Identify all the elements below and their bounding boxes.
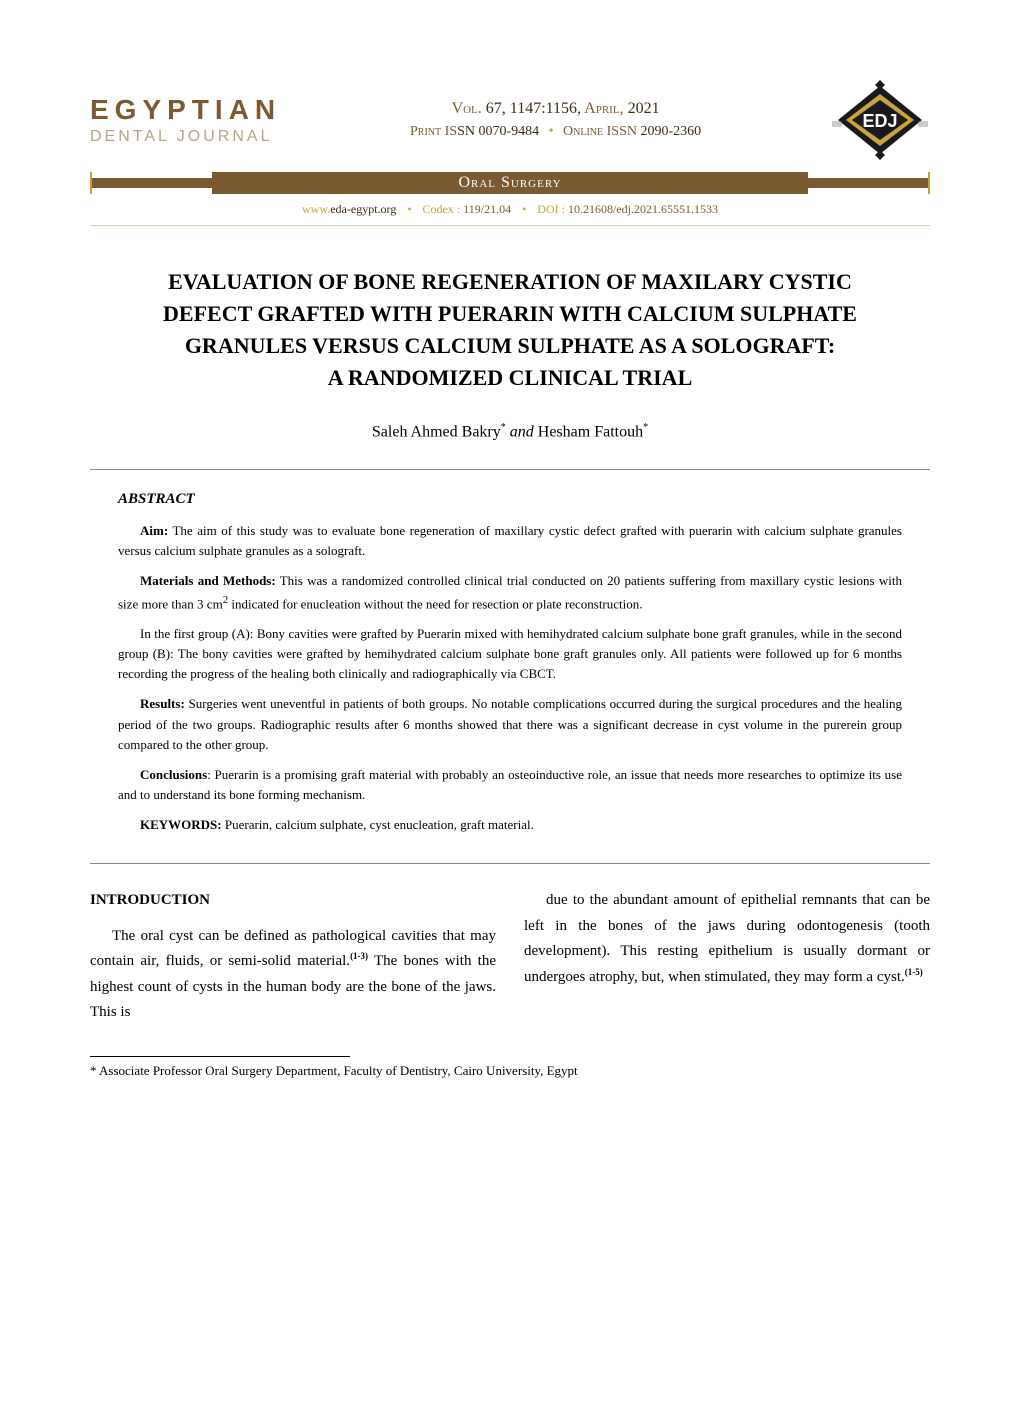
intro-para-right: due to the abundant amount of epithelial… <box>524 888 930 990</box>
section-bar-label: Oral Surgery <box>212 172 808 194</box>
title-line-3: GRANULES VERSUS CALCIUM SULPHATE AS A SO… <box>90 330 930 362</box>
abstract-keywords: KEYWORDS: Puerarin, calcium sulphate, cy… <box>118 815 902 835</box>
abstract-heading: ABSTRACT <box>118 488 902 511</box>
online-issn: 2090-2360 <box>640 124 701 139</box>
page-range: 1147:1156, <box>510 100 581 117</box>
issue-month: April, <box>584 100 623 117</box>
codex-label: Codex : <box>423 202 461 216</box>
print-issn: SN 0070-9484 <box>457 124 539 139</box>
journal-name-line2: DENTAL JOURNAL <box>90 128 281 146</box>
intro-cite-2: (1-5) <box>905 967 923 977</box>
author-2-mark: * <box>643 422 648 433</box>
abstract-results: Results: Surgeries went uneventful in pa… <box>118 694 902 754</box>
title-line-2: DEFECT GRAFTED WITH PUERARIN WITH CALCIU… <box>90 298 930 330</box>
issn-separator: • <box>549 124 554 139</box>
doi-value: 10.21608/edj.2021.65551.1533 <box>568 202 718 216</box>
results-text: Surgeries went uneventful in patients of… <box>118 696 902 751</box>
url-prefix: www. <box>302 202 330 216</box>
left-column: INTRODUCTION The oral cyst can be define… <box>90 888 496 1026</box>
journal-logo-icon: EDJ <box>830 80 930 160</box>
print-issn-label: Print IS <box>410 124 457 139</box>
doi-row: www.eda-egypt.org • Codex : 119/21.04 • … <box>90 194 930 226</box>
conclusions-label: Conclusions <box>140 767 207 782</box>
methods-label: Materials and Methods: <box>140 573 276 588</box>
footnote-text: * Associate Professor Oral Surgery Depar… <box>90 1063 930 1079</box>
title-line-4: A RANDOMIZED CLINICAL TRIAL <box>90 362 930 394</box>
volume-line: Vol. 67, 1147:1156, April, 2021 <box>281 100 830 118</box>
svg-text:EDJ: EDJ <box>862 111 897 131</box>
journal-name-block: EGYPTIAN DENTAL JOURNAL <box>90 94 281 146</box>
header-center: Vol. 67, 1147:1156, April, 2021 Print IS… <box>281 100 830 140</box>
bar-right-segment <box>808 178 928 188</box>
conclusions-text: : Puerarin is a promising graft material… <box>118 767 902 802</box>
section-bar: Oral Surgery <box>90 172 930 194</box>
vol-label: Vol. <box>452 100 482 117</box>
online-issn-label: Online ISSN <box>563 124 637 139</box>
author-2: Hesham Fattouh <box>538 423 643 440</box>
methods-text-1b: indicated for enucleation without the ne… <box>228 596 642 611</box>
abstract-block: ABSTRACT Aim: The aim of this study was … <box>90 469 930 864</box>
intro-right-a: due to the abundant amount of epithelial… <box>524 892 930 985</box>
intro-cite-1: (1-3) <box>350 951 368 961</box>
authors-and: and <box>510 423 534 440</box>
aim-text: The aim of this study was to evaluate bo… <box>118 523 902 558</box>
journal-name-line1: EGYPTIAN <box>90 94 281 126</box>
abstract-conclusions: Conclusions: Puerarin is a promising gra… <box>118 765 902 805</box>
author-1-mark: * <box>501 422 506 433</box>
results-label: Results: <box>140 696 185 711</box>
authors-line: Saleh Ahmed Bakry* and Hesham Fattouh* <box>90 422 930 441</box>
body-columns: INTRODUCTION The oral cyst can be define… <box>90 888 930 1026</box>
doi-label: DOI : <box>537 202 565 216</box>
bar-edge-right <box>928 172 930 194</box>
author-1: Saleh Ahmed Bakry <box>372 423 501 440</box>
title-line-1: EVALUATION OF BONE REGENERATION OF MAXIL… <box>90 266 930 298</box>
issue-year: 2021 <box>628 100 660 117</box>
vol-number: 67, <box>486 100 506 117</box>
url-host: eda-egypt.org <box>330 202 396 216</box>
intro-para-left: The oral cyst can be defined as patholog… <box>90 924 496 1026</box>
codex-value: 119/21.04 <box>463 202 511 216</box>
introduction-heading: INTRODUCTION <box>90 888 496 914</box>
abstract-methods-2: In the first group (A): Bony cavities we… <box>118 624 902 684</box>
aim-label: Aim: <box>140 523 168 538</box>
doi-separator-2: • <box>522 202 526 216</box>
bar-left-segment <box>92 178 212 188</box>
issn-line: Print ISSN 0070-9484 • Online ISSN 2090-… <box>281 124 830 140</box>
footnote-rule <box>90 1056 350 1057</box>
journal-url: www.eda-egypt.org <box>302 202 396 216</box>
right-column: due to the abundant amount of epithelial… <box>524 888 930 1026</box>
abstract-methods-1: Materials and Methods: This was a random… <box>118 571 902 614</box>
doi-separator-1: • <box>407 202 411 216</box>
keywords-text: Puerarin, calcium sulphate, cyst enuclea… <box>222 817 534 832</box>
keywords-label: KEYWORDS: <box>140 817 222 832</box>
abstract-aim: Aim: The aim of this study was to evalua… <box>118 521 902 561</box>
journal-header: EGYPTIAN DENTAL JOURNAL Vol. 67, 1147:11… <box>90 80 930 160</box>
article-title: EVALUATION OF BONE REGENERATION OF MAXIL… <box>90 266 930 394</box>
